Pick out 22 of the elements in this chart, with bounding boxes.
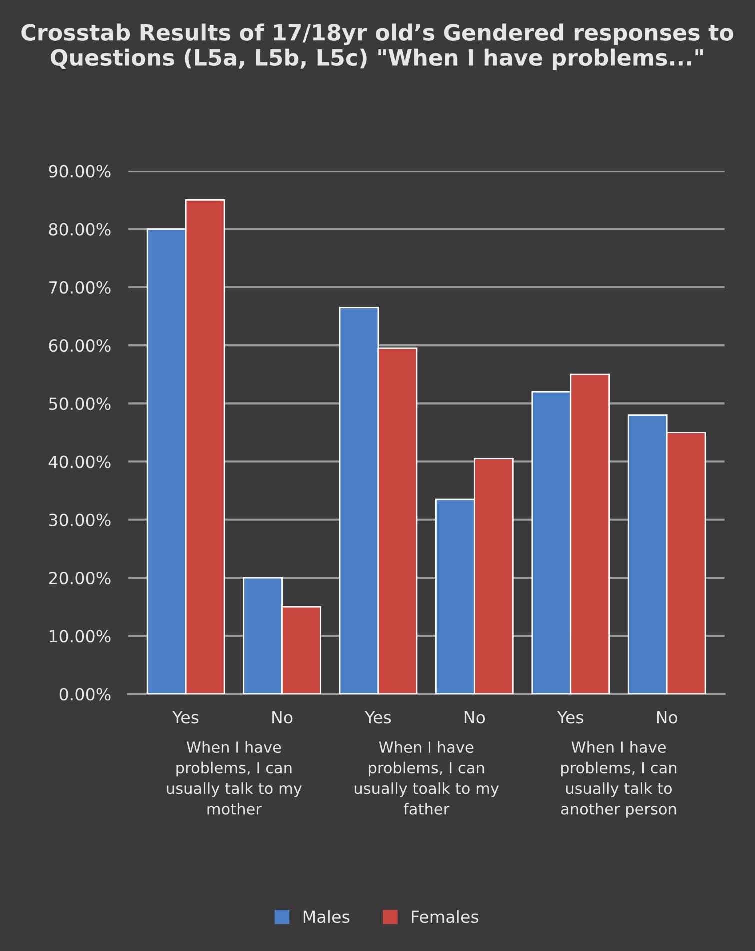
x-tick-label: Yes bbox=[557, 711, 584, 724]
x-tick-label: No bbox=[464, 711, 486, 724]
text: When I have problems, I can usually talk to my mother bbox=[167, 741, 302, 815]
y-tick-label: 0.00% bbox=[60, 688, 111, 701]
chart-title: Crosstab Results of 17/18yr old’s Gendered responses to Questions (L5a, L5b, L5c) "When I have problems..." bbox=[22, 24, 734, 70]
legend-label: Males bbox=[304, 910, 350, 924]
y-tick-label: 60.00% bbox=[49, 339, 111, 352]
x-tick-label: No bbox=[272, 711, 293, 724]
y-tick-label: 40.00% bbox=[48, 456, 111, 468]
y-tick-label: 80.00% bbox=[49, 223, 111, 236]
y-tick-label: 10.00% bbox=[50, 630, 111, 643]
x-tick-label: Yes bbox=[364, 711, 392, 724]
y-tick-label: 30.00% bbox=[49, 514, 111, 526]
legend-label: Females bbox=[412, 910, 479, 924]
text: When I have problems, I can usually talk to another person bbox=[561, 741, 677, 818]
y-tick-label: 50.00% bbox=[49, 398, 111, 410]
y-tick-label: 70.00% bbox=[50, 281, 111, 294]
x-tick-label: Yes bbox=[172, 711, 199, 724]
text: When I have problems, I can usually toalk to my father bbox=[354, 741, 500, 815]
y-tick-label: 20.00% bbox=[49, 572, 111, 585]
x-tick-label: No bbox=[657, 711, 678, 724]
y-tick-label: 90.00% bbox=[49, 165, 111, 178]
